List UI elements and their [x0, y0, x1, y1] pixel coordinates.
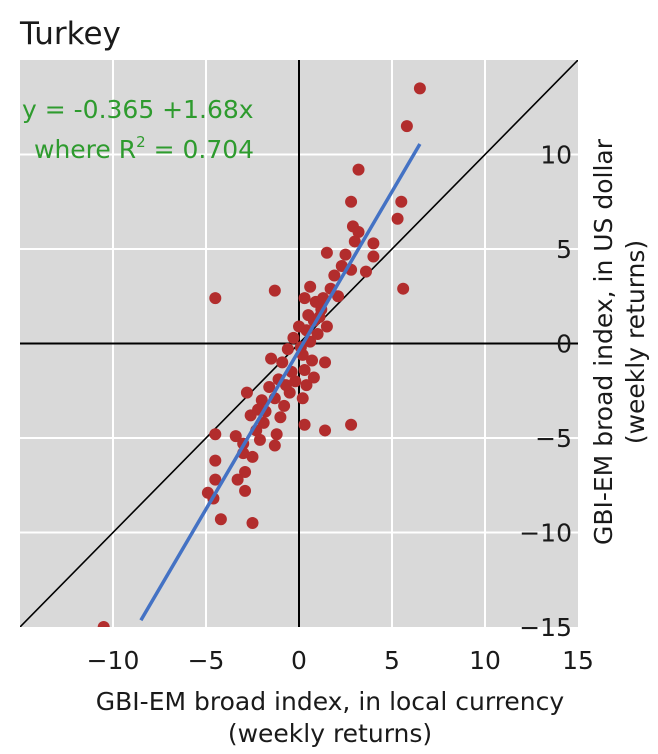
- data-point: [296, 392, 309, 405]
- data-point: [298, 292, 311, 305]
- data-point: [287, 331, 300, 344]
- data-point: [209, 292, 222, 305]
- data-point: [289, 375, 302, 388]
- data-point: [255, 394, 268, 407]
- data-point: [320, 246, 333, 259]
- y-axis-label-line1: GBI-EM broad index, in US dollar: [589, 138, 618, 545]
- data-point: [400, 120, 413, 133]
- data-point: [268, 284, 281, 297]
- x-tick-label: 10: [469, 646, 501, 675]
- x-tick-label: 0: [291, 646, 307, 675]
- x-axis-label-line1: GBI-EM broad index, in local currency: [96, 687, 565, 716]
- data-point: [391, 212, 404, 225]
- data-point: [345, 195, 358, 208]
- data-point: [246, 517, 259, 530]
- r-squared-prefix: where R: [34, 135, 136, 164]
- data-point: [281, 343, 294, 356]
- data-point: [298, 418, 311, 431]
- y-axis-label-line2: (weekly returns): [621, 240, 650, 444]
- data-point: [214, 513, 227, 526]
- data-point: [304, 280, 317, 293]
- data-point: [302, 309, 315, 322]
- data-point: [240, 386, 253, 399]
- data-point: [231, 473, 244, 486]
- y-tick-label: −5: [535, 424, 572, 453]
- data-point: [307, 371, 320, 384]
- data-point: [413, 82, 426, 95]
- x-tick-label: −10: [87, 646, 140, 675]
- data-point: [209, 473, 222, 486]
- data-point: [359, 265, 372, 278]
- y-tick-label: 0: [556, 330, 572, 359]
- data-point: [239, 484, 252, 497]
- x-axis-label-line2: (weekly returns): [228, 719, 432, 748]
- data-points: [97, 82, 426, 627]
- data-point: [257, 416, 270, 429]
- data-point: [293, 320, 305, 333]
- x-tick-label: −5: [188, 646, 225, 675]
- data-point: [319, 356, 332, 369]
- data-point: [328, 269, 341, 282]
- y-tick-label: 10: [540, 141, 572, 170]
- data-point: [311, 328, 324, 341]
- regression-fit-line: [139, 143, 422, 622]
- x-tick-label: 15: [562, 646, 594, 675]
- data-point: [209, 428, 222, 441]
- data-point: [298, 363, 311, 376]
- plot-area: [20, 60, 578, 627]
- data-point: [209, 454, 222, 467]
- data-point: [253, 433, 266, 446]
- data-point: [367, 250, 380, 263]
- chart-title: Turkey: [19, 16, 121, 52]
- data-point: [268, 439, 281, 452]
- data-point: [319, 424, 332, 437]
- data-point: [300, 379, 313, 392]
- data-point: [348, 235, 361, 248]
- r-squared-label: where R2 = 0.704: [34, 133, 254, 164]
- data-point: [270, 428, 283, 441]
- data-point: [201, 486, 214, 499]
- data-point: [397, 282, 410, 295]
- data-point: [306, 354, 319, 367]
- data-point: [332, 290, 345, 303]
- y-tick-label: −10: [519, 519, 572, 548]
- data-point: [246, 450, 259, 463]
- x-tick-label: 5: [384, 646, 400, 675]
- data-point: [276, 356, 289, 369]
- data-point: [278, 399, 291, 412]
- data-point: [320, 320, 333, 333]
- data-point: [97, 621, 110, 627]
- y-tick-label: 5: [556, 235, 572, 264]
- data-point: [352, 163, 365, 176]
- data-point: [279, 379, 292, 392]
- r-squared-superscript: 2: [136, 133, 146, 151]
- data-point: [345, 418, 358, 431]
- data-point: [367, 237, 380, 250]
- data-point: [274, 411, 287, 424]
- data-point: [229, 430, 242, 443]
- data-point: [265, 352, 278, 365]
- data-point: [263, 380, 276, 393]
- y-tick-label: −15: [519, 613, 572, 642]
- data-point: [352, 225, 365, 238]
- data-point: [339, 248, 352, 261]
- r-squared-value: = 0.704: [146, 135, 254, 164]
- data-point: [395, 195, 408, 208]
- data-point: [239, 466, 252, 479]
- regression-equation: y = -0.365 +1.68x: [22, 95, 254, 124]
- x-axis-ticks: −10 −5 0 5 10 15: [87, 646, 594, 675]
- y-axis-ticks: 10 5 0 −5 −10 −15: [519, 141, 572, 643]
